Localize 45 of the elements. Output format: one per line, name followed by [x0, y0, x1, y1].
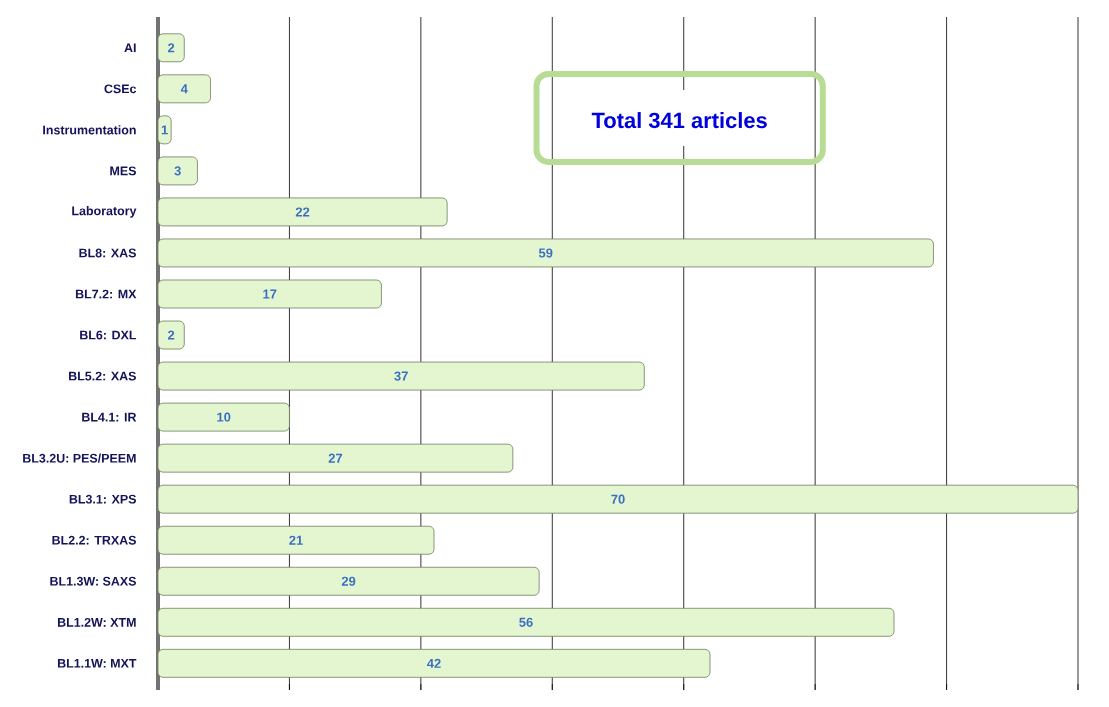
y-tick-label: BL3.2U: PES/PEEM — [23, 453, 136, 463]
data-label: 22 — [295, 207, 310, 217]
bar — [158, 279, 382, 309]
data-label: 42 — [427, 658, 441, 668]
data-label: 1 — [161, 125, 168, 135]
data-label: 29 — [341, 576, 356, 586]
y-tick-label: MES — [110, 166, 136, 176]
bar — [158, 607, 895, 637]
data-label: 4 — [180, 84, 188, 94]
data-label: 21 — [289, 535, 303, 545]
y-tick-label: BL8: XAS — [79, 248, 136, 258]
y-tick-label: BL1.1W: MXT — [57, 659, 137, 668]
data-label: 2 — [167, 43, 175, 53]
y-tick-label: BL1.3W: SAXS — [50, 576, 136, 586]
bar — [158, 197, 448, 227]
bar — [158, 74, 211, 104]
y-tick-label: BL1.2W: XTM — [57, 617, 136, 627]
y-tick-label: BL4.1: IR — [82, 412, 137, 422]
y-tick-label: Instrumentation — [43, 125, 136, 135]
y-tick-label: BL5.2: XAS — [69, 371, 136, 381]
data-label: 37 — [394, 371, 408, 381]
bar — [158, 566, 540, 596]
data-label: 17 — [263, 289, 277, 299]
y-tick-label: Laboratory — [72, 206, 137, 218]
y-tick-label: AI — [124, 43, 136, 53]
bar — [158, 484, 1079, 514]
y-tick-label: CSEc — [104, 84, 137, 94]
bar — [158, 402, 290, 432]
data-label: 56 — [519, 617, 533, 627]
data-label: 2 — [167, 330, 175, 340]
bar — [158, 238, 934, 268]
data-label: 3 — [174, 166, 181, 176]
annotation: Total 341 articles — [591, 112, 767, 129]
bar — [158, 443, 514, 473]
y-tick-label: BL6: DXL — [80, 330, 137, 340]
data-label: 59 — [538, 248, 553, 258]
data-label: 10 — [217, 412, 231, 422]
bar — [158, 361, 645, 391]
data-label: 27 — [328, 453, 343, 463]
bar — [158, 648, 711, 678]
y-tick-label: BL2.2: TRXAS — [52, 535, 136, 545]
y-tick-label: BL3.1: XPS — [69, 494, 136, 504]
y-tick-label: BL7.2: MX — [75, 289, 137, 299]
data-label: 70 — [611, 494, 625, 504]
bar — [158, 525, 435, 555]
